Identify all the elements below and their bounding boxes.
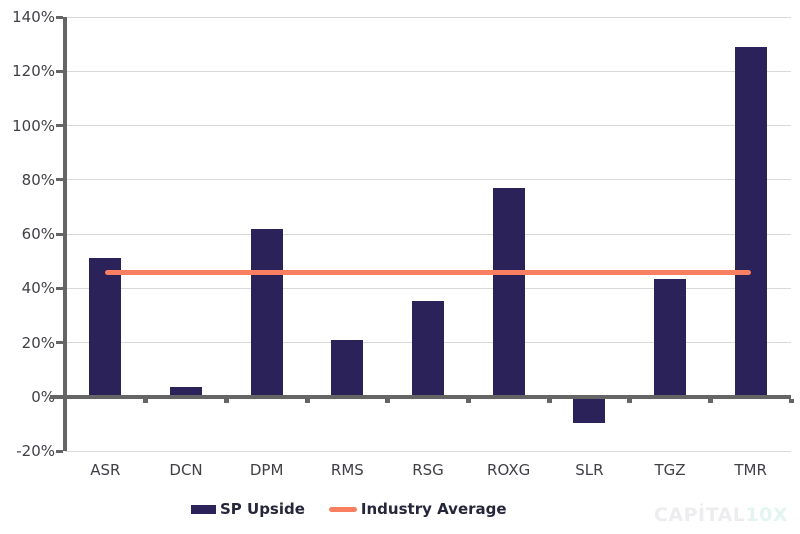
zero-axis-line [50,394,791,399]
x-axis-label-rsg: RSG [412,461,444,479]
bar-dpm [250,228,283,397]
x-axis-label-dpm: DPM [249,461,284,479]
x-axis-label-asr: ASR [90,461,121,479]
x-axis-tick-6 [546,398,552,403]
x-axis-tick-3 [304,398,310,403]
gridline-80 [65,179,791,181]
y-axis-tick-40 [56,286,63,290]
gridline-140 [65,16,791,18]
y-axis-tick--20 [56,449,63,453]
legend-label-sp-upside: SP Upside [220,500,305,518]
x-axis-tick-5 [465,398,471,403]
gridline--20 [65,450,791,452]
x-axis-label-dcn: DCN [169,461,203,479]
line-series-swatch [328,506,357,512]
y-axis-label-40: 40% [21,279,55,298]
logo-brand-text: CAPİTAL [653,504,746,526]
capital10x-logo: CAPİTAL10X [654,504,788,526]
x-axis-tick-4 [385,398,391,403]
y-axis-label-20: 20% [21,333,55,352]
y-axis-label-80: 80% [21,170,55,189]
y-axis-label-100: 100% [12,116,55,135]
bar-roxg [492,187,525,397]
y-axis-line [63,17,67,451]
gridline-120 [65,70,791,72]
logo-suffix-text: 10X [745,504,788,526]
x-axis-tick-1 [143,398,149,403]
y-axis-label-140: 140% [12,8,55,26]
gridline-40 [65,287,791,289]
bar-rms [331,339,364,397]
bar-dcn [170,387,202,397]
bar-slr [573,396,606,423]
legend-item-industry-average: Industry Average [328,500,507,518]
y-axis-label-0: 0% [31,387,55,406]
y-axis-tick-120 [56,69,63,73]
gridline-100 [65,125,791,126]
y-axis-tick-100 [56,124,63,127]
y-axis-tick-140 [56,15,63,19]
x-axis-label-tmr: TMR [734,461,767,479]
bar-asr [89,258,122,397]
y-axis-label-60: 60% [21,225,55,243]
y-axis-tick-80 [56,178,63,182]
bar-tgz [654,278,686,397]
legend-label-industry-average: Industry Average [360,500,507,518]
bar-tmr [734,46,767,397]
x-axis-label-slr: SLR [575,461,604,479]
y-axis-tick-60 [56,232,63,236]
x-axis-tick-7 [627,398,633,403]
x-axis-label-roxg: ROXG [487,461,531,479]
x-axis-label-rms: RMS [330,461,364,479]
y-axis-label-120: 120% [12,62,55,81]
x-axis-tick-2 [223,398,229,403]
gridline-60 [65,233,791,235]
legend: SP Upside Industry Average [191,500,507,518]
industry-average-line [105,269,751,275]
y-axis-tick-20 [56,341,63,344]
x-axis-label-tgz: TGZ [654,461,686,479]
x-axis-tick-8 [707,398,713,403]
bar-rsg [412,300,444,397]
y-axis-label--20: -20% [16,442,55,460]
x-axis-tick-9 [788,398,794,403]
bar-series-swatch [191,504,216,514]
legend-item-sp-upside: SP Upside [191,500,305,518]
